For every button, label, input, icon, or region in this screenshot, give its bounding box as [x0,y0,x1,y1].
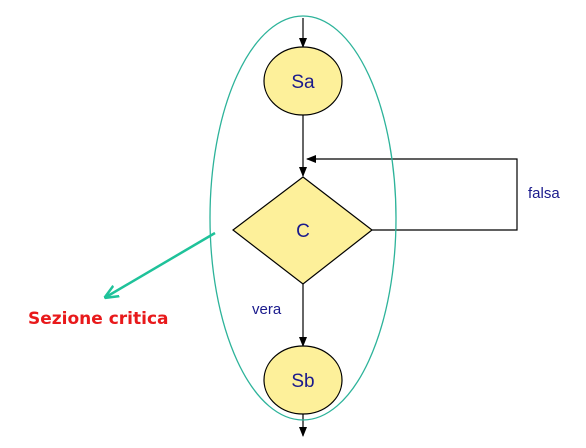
node-sa-shape [263,46,343,116]
node-sb: Sb [263,345,343,415]
edge-label-false: falsa [528,185,560,202]
node-condition-label: C [296,221,310,242]
edge-label-true: vera [252,301,282,318]
node-condition-shape [232,176,373,285]
node-sb-label: Sb [291,371,314,392]
critical-section-pointer-arrow [106,231,216,297]
critical-section-outline [209,15,397,421]
false-loop-arrow [306,155,518,231]
node-condition: C [232,176,373,285]
critical-section-label: Sezione critica [28,309,169,329]
node-sa: Sa [263,46,343,116]
node-sb-shape [263,345,343,415]
node-sa-label: Sa [291,72,315,93]
